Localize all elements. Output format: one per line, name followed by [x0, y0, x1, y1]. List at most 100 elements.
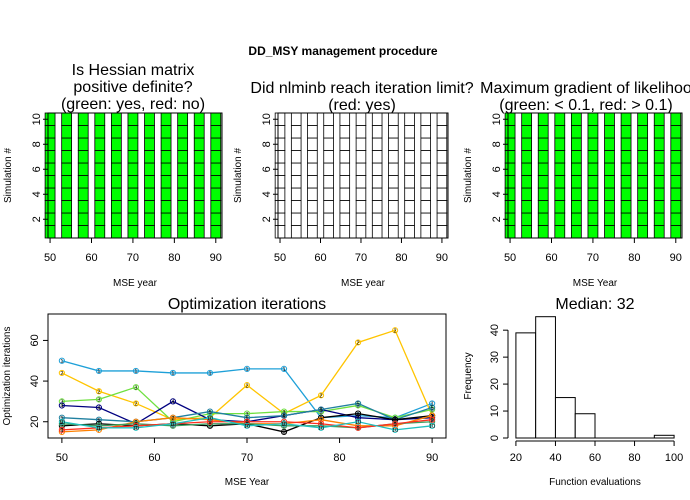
status-cell	[436, 162, 448, 176]
data-point	[58, 420, 65, 427]
status-cell	[587, 112, 599, 126]
status-cell	[620, 125, 632, 139]
status-cell	[44, 175, 56, 189]
figure-title: DD_MSY management procedure	[248, 44, 437, 58]
x-tick-label: 20	[510, 452, 522, 464]
data-point	[280, 420, 288, 427]
status-cell	[144, 125, 155, 139]
status-cell	[637, 200, 649, 214]
status-cell	[637, 125, 649, 139]
status-cell	[290, 212, 302, 226]
y-axis-label: Simulation #	[3, 148, 14, 203]
status-cell	[210, 162, 222, 176]
status-cell	[144, 187, 155, 201]
y-tick-label: 60	[29, 334, 41, 346]
status-cell	[61, 187, 73, 201]
data-point	[206, 418, 214, 425]
status-cell	[110, 212, 122, 226]
status-cell	[290, 150, 302, 164]
status-cell	[193, 162, 205, 176]
y-tick-label: 40	[29, 375, 41, 387]
data-point	[132, 367, 140, 375]
data-point-label: 10	[207, 416, 213, 422]
status-cell	[290, 225, 302, 239]
data-point-label: 9	[357, 426, 360, 432]
status-cell	[307, 150, 318, 164]
status-cell	[193, 150, 205, 164]
status-cell	[160, 200, 172, 214]
status-cell	[653, 112, 665, 126]
data-point-label: 8	[245, 422, 248, 428]
status-cell	[436, 200, 448, 214]
status-cell	[274, 125, 286, 139]
data-point	[354, 424, 362, 431]
y-tick-label: 6	[261, 166, 273, 172]
data-point-label: 10	[318, 426, 324, 432]
status-cell	[537, 200, 549, 214]
status-cell	[339, 162, 351, 176]
series-line	[61, 329, 433, 421]
data-point-label: 4	[320, 408, 323, 414]
status-cell	[620, 112, 632, 126]
data-point	[429, 404, 436, 411]
status-cell	[436, 137, 448, 151]
status-cell	[388, 162, 399, 176]
histogram-bar	[554, 397, 576, 439]
status-cell	[77, 125, 89, 139]
status-cell	[537, 162, 549, 176]
data-point-label: 3	[134, 385, 137, 391]
status-cell	[94, 175, 106, 189]
status-cell	[604, 225, 615, 239]
status-cell	[323, 125, 334, 139]
status-cell	[436, 112, 448, 126]
status-cell	[307, 187, 318, 201]
status-cell	[388, 200, 399, 214]
status-cell	[355, 112, 367, 126]
status-cell	[587, 175, 599, 189]
y-tick-label: 30	[489, 351, 501, 363]
status-cell	[144, 225, 155, 239]
status-cell	[554, 175, 566, 189]
status-cell	[420, 175, 431, 189]
data-point-label: 4	[171, 400, 174, 406]
status-cell	[61, 225, 73, 239]
y-tick-label: 2	[491, 216, 503, 222]
status-cell	[587, 125, 599, 139]
status-cell	[620, 212, 632, 226]
status-cell	[177, 187, 189, 201]
plot-frame	[47, 112, 223, 239]
status-cell	[653, 125, 665, 139]
data-point	[317, 424, 325, 431]
status-cell	[653, 225, 665, 239]
status-cell	[290, 137, 302, 151]
data-point-label: 4	[60, 404, 63, 410]
status-cell	[193, 187, 205, 201]
status-cell	[110, 175, 122, 189]
data-point	[58, 402, 65, 409]
data-point-label: 8	[357, 426, 360, 432]
status-cell	[420, 137, 431, 151]
status-cell	[44, 125, 56, 139]
data-point	[169, 398, 177, 405]
status-cell	[210, 225, 222, 239]
status-cell	[537, 225, 549, 239]
status-cell	[323, 162, 334, 176]
data-point-label: 6	[208, 424, 211, 430]
status-cell	[653, 212, 665, 226]
status-cell	[77, 200, 89, 214]
status-cell	[670, 175, 682, 189]
status-cell	[587, 137, 599, 151]
status-cell	[127, 112, 139, 126]
status-cell	[193, 225, 205, 239]
data-point	[206, 408, 214, 415]
y-tick-label: 6	[491, 166, 503, 172]
status-cell	[420, 212, 431, 226]
x-tick-label: 80	[333, 452, 345, 464]
status-cell	[537, 212, 549, 226]
histogram-bar	[574, 413, 596, 439]
status-cell	[604, 150, 615, 164]
status-cell	[177, 150, 189, 164]
data-point	[243, 365, 251, 372]
data-point	[243, 410, 251, 417]
